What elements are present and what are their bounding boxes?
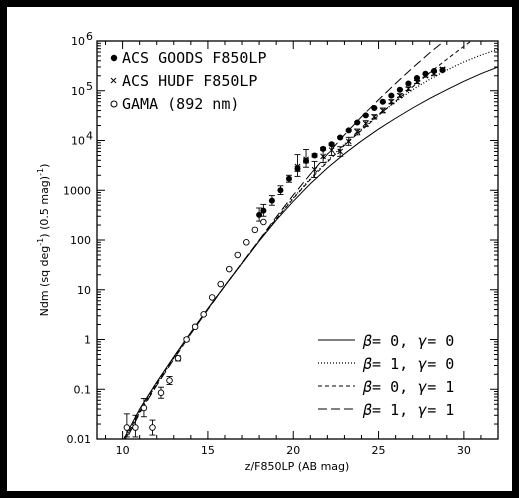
model-legend-label-3: β= 1, γ= 1 <box>362 401 454 419</box>
data-point-filled-circle <box>379 98 386 105</box>
x-tick-label: 15 <box>201 444 215 457</box>
data-point-open-circle <box>191 323 199 331</box>
data-point-cross <box>371 113 378 120</box>
x-tick-label: 20 <box>286 444 300 457</box>
y-tick-label: 10 <box>71 85 85 98</box>
y-axis-label-part2: ) (0.5 mag) <box>38 176 51 238</box>
data-point-cross <box>345 136 352 146</box>
model-legend: β= 0, γ= 0 β= 1, γ= 0 β= 0, γ= 1 β= 1, γ= 1 <box>318 332 454 419</box>
data-point-cross <box>388 98 395 105</box>
data-point-open-circle <box>260 218 267 226</box>
data-point-cross <box>439 66 446 73</box>
data-point-open-circle <box>123 413 131 438</box>
model-legend-label-0: β= 0, γ= 0 <box>362 332 454 350</box>
data-point-cross <box>413 79 420 85</box>
data-point-cross <box>303 149 310 168</box>
data-point-cross <box>379 107 386 114</box>
data-point-open-circle <box>200 311 207 318</box>
data-point-filled-circle <box>277 185 284 195</box>
y-axis-label: Ndm (sq deg-1) (0.5 mag)-1) <box>36 164 51 317</box>
data-point-open-circle <box>140 398 148 418</box>
data-point-open-circle <box>174 354 182 362</box>
y-tick-label: 10 <box>71 35 85 48</box>
data-point-open-circle <box>225 265 233 273</box>
data-point-filled-circle <box>371 105 378 112</box>
data-point-filled-circle <box>345 127 352 134</box>
y-tick-label-exp: 5 <box>86 80 93 93</box>
data-legend: ACS GOODS F850LP ACS HUDF F850LP GAMA (8… <box>110 49 267 113</box>
legend-marker-gama <box>110 100 118 108</box>
data-point-filled-circle <box>396 86 403 93</box>
x-tick-labels: 10 15 20 25 30 <box>116 444 471 457</box>
data-point-filled-circle <box>413 75 420 82</box>
data-point-cross <box>396 92 403 99</box>
data-point-cross <box>422 72 429 79</box>
data-point-filled-circle <box>285 174 292 183</box>
data-point-open-circle <box>217 280 224 288</box>
data-point-cross <box>311 160 318 179</box>
y-axis-label-part3: ) <box>38 164 51 168</box>
y-tick-label: 100 <box>70 234 91 247</box>
data-point-cross <box>362 120 369 128</box>
legend-label-gama: GAMA (892 nm) <box>122 95 239 113</box>
y-tick-label-exp: 4 <box>86 130 93 143</box>
data-point-cross <box>320 149 327 164</box>
legend-marker-hudf <box>110 77 117 84</box>
y-axis-label-exp1: -1 <box>36 238 45 246</box>
data-point-cross <box>431 70 438 77</box>
axis-ticks <box>97 41 499 440</box>
data-point-open-circle <box>208 294 216 301</box>
y-tick-label: 1000 <box>63 184 91 197</box>
data-point-cross <box>354 128 361 136</box>
x-tick-label: 30 <box>457 444 471 457</box>
x-tick-label: 10 <box>116 444 130 457</box>
x-axis-label: z/F850LP (AB mag) <box>245 460 350 473</box>
legend-marker-goods <box>110 54 118 62</box>
data-point-cross <box>337 146 344 157</box>
chart-background <box>7 7 512 491</box>
data-point-open-circle <box>183 336 190 343</box>
data-point-open-circle <box>166 376 173 385</box>
data-point-filled-circle <box>354 119 361 126</box>
data-point-cross <box>294 154 301 177</box>
y-tick-label: 0.01 <box>67 433 92 446</box>
data-point-open-circle <box>234 251 242 259</box>
y-tick-label: 10 <box>71 135 85 148</box>
data-point-open-circle <box>157 386 165 399</box>
y-axis-label-exp2: -1 <box>36 168 45 176</box>
y-tick-label: 1 <box>84 334 91 347</box>
data-point-cross <box>328 143 335 156</box>
x-tick-label: 25 <box>372 444 386 457</box>
data-point-open-circle <box>243 239 250 246</box>
y-tick-label: 0.1 <box>74 383 92 396</box>
data-point-filled-circle <box>311 152 318 159</box>
y-axis-label-part1: Ndm (sq deg <box>38 246 51 317</box>
data-point-cross <box>405 85 412 92</box>
data-point-open-circle <box>132 414 139 438</box>
y-tick-label-exp: 6 <box>86 30 93 43</box>
y-tick-label: 10 <box>77 284 91 297</box>
data-point-filled-circle <box>362 112 369 119</box>
data-point-open-circle <box>251 226 259 234</box>
data-point-filled-circle <box>260 203 267 217</box>
legend-label-goods: ACS GOODS F850LP <box>122 49 267 67</box>
model-legend-label-1: β= 1, γ= 0 <box>362 355 454 373</box>
data-point-filled-circle <box>268 195 275 206</box>
data-point-filled-circle <box>337 134 344 141</box>
model-legend-label-2: β= 0, γ= 1 <box>362 378 454 396</box>
legend-label-hudf: ACS HUDF F850LP <box>122 72 257 90</box>
data-point-filled-circle <box>405 80 412 87</box>
data-point-filled-circle <box>388 92 395 99</box>
data-points <box>123 66 446 438</box>
data-point-open-circle <box>149 419 156 436</box>
